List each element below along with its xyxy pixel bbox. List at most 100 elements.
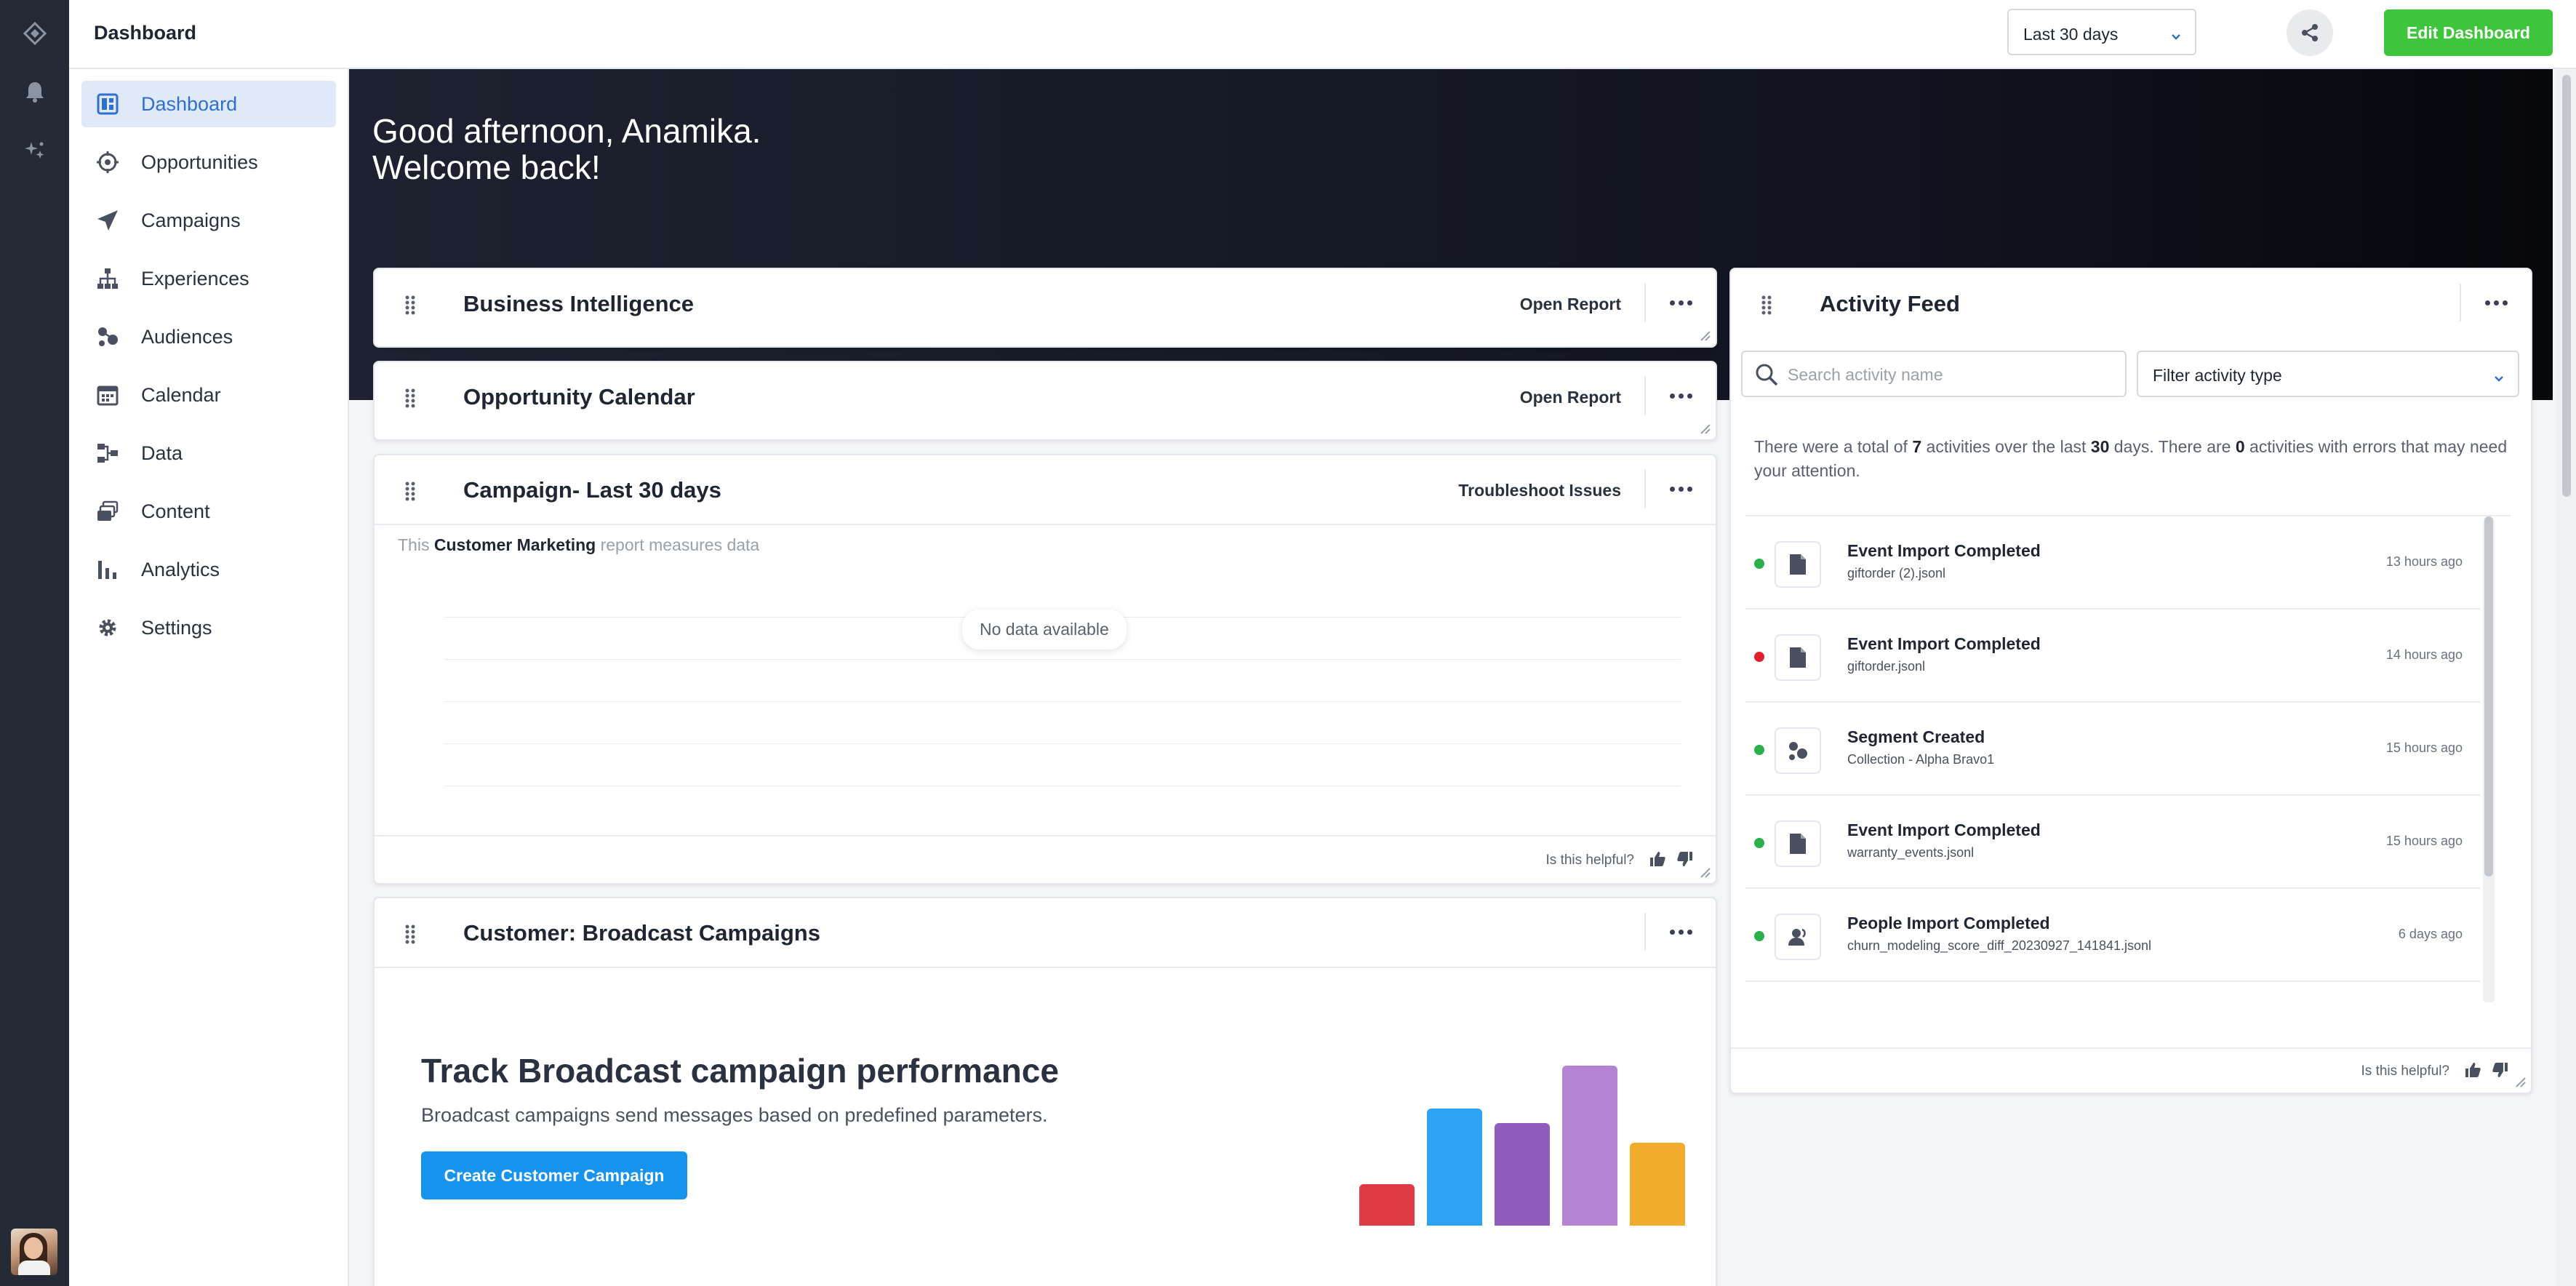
activity-row[interactable]: Segment Created Collection - Alpha Bravo1… (1745, 703, 2480, 796)
drag-handle-icon[interactable] (405, 482, 415, 502)
opportunity-calendar-card: Opportunity Calendar Open Report (373, 361, 1717, 441)
more-options-icon[interactable] (1660, 383, 1701, 409)
app-rail (0, 0, 69, 1286)
sidebar-item-label: Calendar (141, 383, 221, 406)
share-icon (2302, 24, 2318, 41)
card-title: Opportunity Calendar (463, 384, 695, 410)
activity-time: 14 hours ago (2385, 647, 2463, 662)
resize-handle-icon[interactable] (1698, 329, 1711, 342)
more-options-icon[interactable] (2476, 289, 2516, 316)
sidebar-item-settings[interactable]: Settings (81, 604, 336, 651)
business-intelligence-card: Business Intelligence Open Report (373, 268, 1717, 348)
page-scrollbar[interactable] (2556, 69, 2576, 1286)
resize-handle-icon[interactable] (2513, 1075, 2527, 1088)
thumbs-up-icon[interactable] (1649, 850, 1666, 868)
activity-row[interactable]: Event Import Completed giftorder.jsonl 14 … (1745, 610, 2480, 703)
activity-file: giftorder.jsonl (1847, 659, 1926, 674)
sidebar-item-label: Dashboard (141, 92, 238, 115)
card-title: Customer: Broadcast Campaigns (463, 920, 820, 946)
more-options-icon[interactable] (1660, 289, 1701, 316)
edit-dashboard-button[interactable]: Edit Dashboard (2384, 9, 2553, 56)
broadcast-heading: Track Broadcast campaign performance (421, 1052, 1059, 1090)
thumbs-down-icon[interactable] (2492, 1061, 2509, 1079)
activity-title: Segment Created (1847, 727, 1985, 746)
sidebar-item-calendar[interactable]: Calendar (81, 372, 336, 418)
troubleshoot-issues-link[interactable]: Troubleshoot Issues (1458, 481, 1621, 500)
broadcast-campaigns-card: Customer: Broadcast Campaigns Track Broa… (373, 897, 1717, 1286)
sidebar-item-analytics[interactable]: Analytics (81, 546, 336, 593)
sidebar-item-label: Audiences (141, 325, 233, 348)
card-title: Campaign- Last 30 days (463, 477, 721, 503)
sidebar: Dashboard Opportunities Campaigns Experi… (69, 69, 349, 1286)
content-icon (95, 498, 121, 524)
resize-handle-icon[interactable] (1698, 422, 1711, 435)
people-icon (1775, 914, 1821, 960)
card-title: Business Intelligence (463, 291, 694, 316)
illustration-bar (1495, 1123, 1550, 1226)
activity-search-field[interactable] (1741, 351, 2127, 397)
target-icon (95, 149, 121, 175)
activity-time: 13 hours ago (2385, 554, 2463, 569)
open-report-link[interactable]: Open Report (1519, 295, 1621, 313)
thumbs-down-icon[interactable] (1676, 850, 1694, 868)
sidebar-item-label: Campaigns (141, 209, 241, 231)
create-customer-campaign-button[interactable]: Create Customer Campaign (421, 1151, 687, 1199)
audiences-icon (95, 324, 121, 350)
avatar[interactable] (11, 1229, 57, 1275)
resize-handle-icon[interactable] (1698, 866, 1711, 879)
sidebar-item-audiences[interactable]: Audiences (81, 313, 336, 360)
activity-title: People Import Completed (1847, 914, 2050, 932)
illustration-bar (1630, 1143, 1685, 1226)
data-icon (95, 440, 121, 466)
search-input[interactable] (1788, 362, 2108, 387)
illustration-bar (1359, 1184, 1415, 1226)
thumbs-up-icon[interactable] (2464, 1061, 2481, 1079)
activity-type-filter[interactable]: Filter activity type (2137, 351, 2519, 397)
status-dot (1754, 931, 1764, 941)
drag-handle-icon[interactable] (405, 388, 415, 409)
activity-file: churn_modeling_score_diff_20230927_14184… (1847, 938, 2151, 953)
activity-row[interactable] (1745, 982, 2480, 1002)
segment-icon (1775, 727, 1821, 774)
activity-row[interactable]: Event Import Completed warranty_events.js… (1745, 796, 2480, 889)
chevron-down-icon (2170, 26, 2182, 46)
card-footer: Is this helpful? (1731, 1047, 2531, 1093)
activity-title: Event Import Completed (1847, 634, 2041, 653)
sidebar-item-campaigns[interactable]: Campaigns (81, 197, 336, 244)
activity-list-scrollbar[interactable] (2483, 516, 2495, 1002)
campaign-card: Campaign- Last 30 days Troubleshoot Issu… (373, 454, 1717, 884)
open-report-link[interactable]: Open Report (1519, 388, 1621, 407)
sidebar-item-label: Settings (141, 616, 212, 639)
sidebar-item-label: Experiences (141, 267, 249, 289)
activity-summary: There were a total of 7 activities over … (1754, 437, 2508, 480)
more-options-icon[interactable] (1660, 919, 1701, 945)
logo-icon[interactable] (20, 19, 49, 48)
share-button[interactable] (2287, 9, 2333, 56)
activity-time: 15 hours ago (2385, 740, 2463, 755)
drag-handle-icon[interactable] (405, 295, 415, 316)
sparkle-icon[interactable] (20, 135, 49, 164)
sidebar-item-data[interactable]: Data (81, 430, 336, 476)
status-dot (1754, 652, 1764, 662)
activity-row[interactable]: Event Import Completed giftorder (2).json… (1745, 516, 2480, 610)
activity-time: 15 hours ago (2385, 834, 2463, 848)
activity-list: Event Import Completed giftorder (2).json… (1745, 515, 2511, 1002)
more-options-icon[interactable] (1660, 476, 1701, 502)
date-range-select[interactable]: Last 30 days (2007, 9, 2196, 55)
helpful-label: Is this helpful? (1545, 852, 1634, 868)
sidebar-item-opportunities[interactable]: Opportunities (81, 139, 336, 185)
card-footer: Is this helpful? (375, 835, 1716, 883)
status-dot (1754, 559, 1764, 569)
gear-icon (95, 615, 121, 641)
drag-handle-icon[interactable] (1761, 295, 1772, 316)
paper-plane-icon (95, 207, 121, 233)
page-title: Dashboard (94, 22, 197, 44)
activity-row[interactable]: People Import Completed churn_modeling_sc… (1745, 889, 2480, 982)
date-range-value: Last 30 days (2023, 25, 2119, 44)
drag-handle-icon[interactable] (405, 924, 415, 945)
sidebar-item-dashboard[interactable]: Dashboard (81, 81, 336, 127)
sidebar-item-content[interactable]: Content (81, 488, 336, 535)
sidebar-item-experiences[interactable]: Experiences (81, 255, 336, 302)
bell-icon[interactable] (20, 77, 49, 106)
helpful-label: Is this helpful? (2361, 1063, 2449, 1079)
